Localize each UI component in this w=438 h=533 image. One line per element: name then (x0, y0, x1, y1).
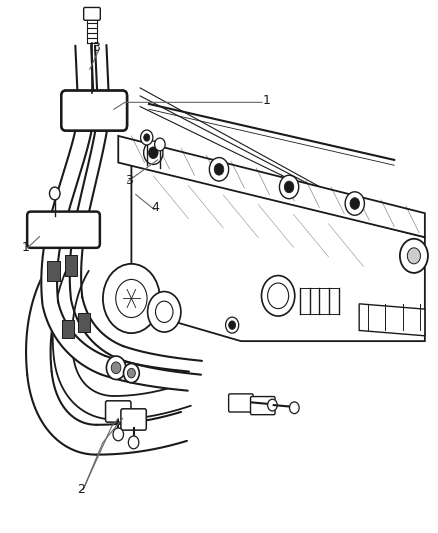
Polygon shape (70, 220, 87, 300)
Circle shape (407, 248, 420, 264)
Circle shape (113, 428, 124, 441)
FancyBboxPatch shape (84, 7, 100, 20)
Circle shape (144, 134, 150, 141)
Circle shape (209, 158, 229, 181)
Circle shape (400, 239, 428, 273)
Circle shape (128, 436, 139, 449)
Circle shape (350, 198, 360, 209)
Circle shape (226, 317, 239, 333)
Circle shape (106, 356, 126, 379)
Polygon shape (96, 412, 187, 455)
Text: 4: 4 (151, 200, 159, 214)
FancyBboxPatch shape (229, 394, 253, 412)
Circle shape (148, 292, 181, 332)
Circle shape (268, 399, 277, 411)
Circle shape (124, 364, 139, 383)
Circle shape (155, 138, 165, 151)
Polygon shape (41, 221, 64, 305)
Polygon shape (75, 45, 93, 94)
Circle shape (49, 187, 60, 200)
Polygon shape (95, 45, 109, 94)
Polygon shape (131, 163, 425, 341)
Bar (62, 320, 74, 338)
Circle shape (141, 130, 153, 145)
Polygon shape (49, 118, 93, 227)
FancyBboxPatch shape (27, 212, 100, 248)
Circle shape (345, 192, 364, 215)
Polygon shape (120, 346, 202, 375)
Polygon shape (43, 301, 106, 374)
Polygon shape (75, 119, 109, 223)
Bar (65, 255, 77, 276)
FancyBboxPatch shape (61, 91, 127, 131)
Bar (78, 313, 90, 332)
Polygon shape (114, 383, 191, 419)
Circle shape (103, 264, 160, 333)
Circle shape (148, 147, 158, 159)
Polygon shape (118, 136, 425, 237)
FancyBboxPatch shape (251, 397, 275, 415)
Text: 3: 3 (92, 41, 100, 54)
Polygon shape (54, 356, 114, 419)
Circle shape (261, 276, 295, 316)
Circle shape (127, 368, 135, 378)
Bar (47, 261, 60, 281)
FancyBboxPatch shape (106, 401, 131, 422)
Polygon shape (359, 304, 425, 336)
Circle shape (290, 402, 299, 414)
Polygon shape (71, 297, 124, 359)
Polygon shape (27, 371, 96, 455)
Text: 2: 2 (77, 483, 85, 496)
Circle shape (144, 141, 163, 165)
Circle shape (111, 362, 121, 374)
Circle shape (268, 283, 289, 309)
Circle shape (116, 279, 147, 318)
Circle shape (279, 175, 299, 199)
FancyBboxPatch shape (61, 91, 127, 131)
Polygon shape (26, 256, 73, 375)
Polygon shape (101, 356, 189, 391)
Circle shape (229, 321, 236, 329)
Circle shape (155, 301, 173, 322)
Text: 1: 1 (263, 94, 271, 107)
Circle shape (214, 164, 224, 175)
FancyBboxPatch shape (121, 409, 146, 430)
Polygon shape (53, 257, 89, 359)
Text: 3: 3 (125, 174, 133, 187)
Text: 1: 1 (22, 240, 30, 254)
Circle shape (284, 181, 294, 193)
